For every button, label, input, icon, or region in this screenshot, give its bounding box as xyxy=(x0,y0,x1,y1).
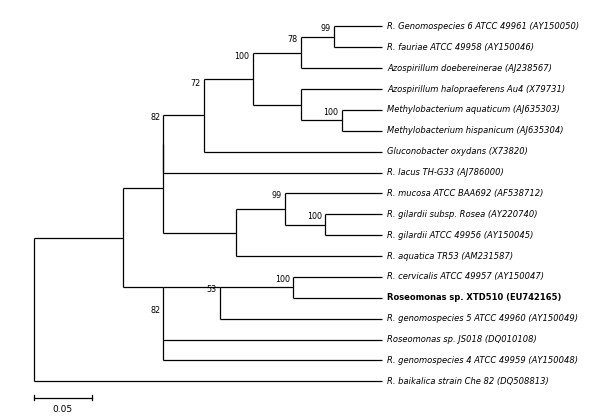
Text: 0.05: 0.05 xyxy=(53,405,73,414)
Text: R. genomospecies 4 ATCC 49959 (AY150048): R. genomospecies 4 ATCC 49959 (AY150048) xyxy=(387,356,578,365)
Text: R. lacus TH-G33 (AJ786000): R. lacus TH-G33 (AJ786000) xyxy=(387,168,504,177)
Text: R. mucosa ATCC BAA692 (AF538712): R. mucosa ATCC BAA692 (AF538712) xyxy=(387,189,544,198)
Text: 82: 82 xyxy=(150,113,160,122)
Text: R. genomospecies 5 ATCC 49960 (AY150049): R. genomospecies 5 ATCC 49960 (AY150049) xyxy=(387,314,578,323)
Text: 100: 100 xyxy=(275,275,290,284)
Text: Methylobacterium hispanicum (AJ635304): Methylobacterium hispanicum (AJ635304) xyxy=(387,126,563,135)
Text: R. cervicalis ATCC 49957 (AY150047): R. cervicalis ATCC 49957 (AY150047) xyxy=(387,272,544,281)
Text: R. gilardii ATCC 49956 (AY150045): R. gilardii ATCC 49956 (AY150045) xyxy=(387,230,533,240)
Text: Methylobacterium aquaticum (AJ635303): Methylobacterium aquaticum (AJ635303) xyxy=(387,105,560,114)
Text: 78: 78 xyxy=(288,35,298,44)
Text: 72: 72 xyxy=(190,79,200,88)
Text: Gluconobacter oxydans (X73820): Gluconobacter oxydans (X73820) xyxy=(387,147,528,156)
Text: 82: 82 xyxy=(150,306,160,315)
Text: Azospirillum halopraeferens Au4 (X79731): Azospirillum halopraeferens Au4 (X79731) xyxy=(387,84,565,94)
Text: R. baikalica strain Che 82 (DQ508813): R. baikalica strain Che 82 (DQ508813) xyxy=(387,377,549,386)
Text: 53: 53 xyxy=(207,285,217,294)
Text: R. aquatica TR53 (AM231587): R. aquatica TR53 (AM231587) xyxy=(387,252,513,260)
Text: 100: 100 xyxy=(323,108,338,117)
Text: Roseomonas sp. JS018 (DQ010108): Roseomonas sp. JS018 (DQ010108) xyxy=(387,335,537,344)
Text: R. Genomospecies 6 ATCC 49961 (AY150050): R. Genomospecies 6 ATCC 49961 (AY150050) xyxy=(387,22,579,31)
Text: 100: 100 xyxy=(307,212,322,221)
Text: Roseomonas sp. XTD510 (EU742165): Roseomonas sp. XTD510 (EU742165) xyxy=(387,293,562,302)
Text: R. fauriae ATCC 49958 (AY150046): R. fauriae ATCC 49958 (AY150046) xyxy=(387,43,534,52)
Text: 100: 100 xyxy=(235,52,250,61)
Text: Azospirillum doebereinerae (AJ238567): Azospirillum doebereinerae (AJ238567) xyxy=(387,64,552,73)
Text: R. gilardii subsp. Rosea (AY220740): R. gilardii subsp. Rosea (AY220740) xyxy=(387,210,538,219)
Text: 99: 99 xyxy=(271,191,282,201)
Text: 99: 99 xyxy=(320,25,331,33)
